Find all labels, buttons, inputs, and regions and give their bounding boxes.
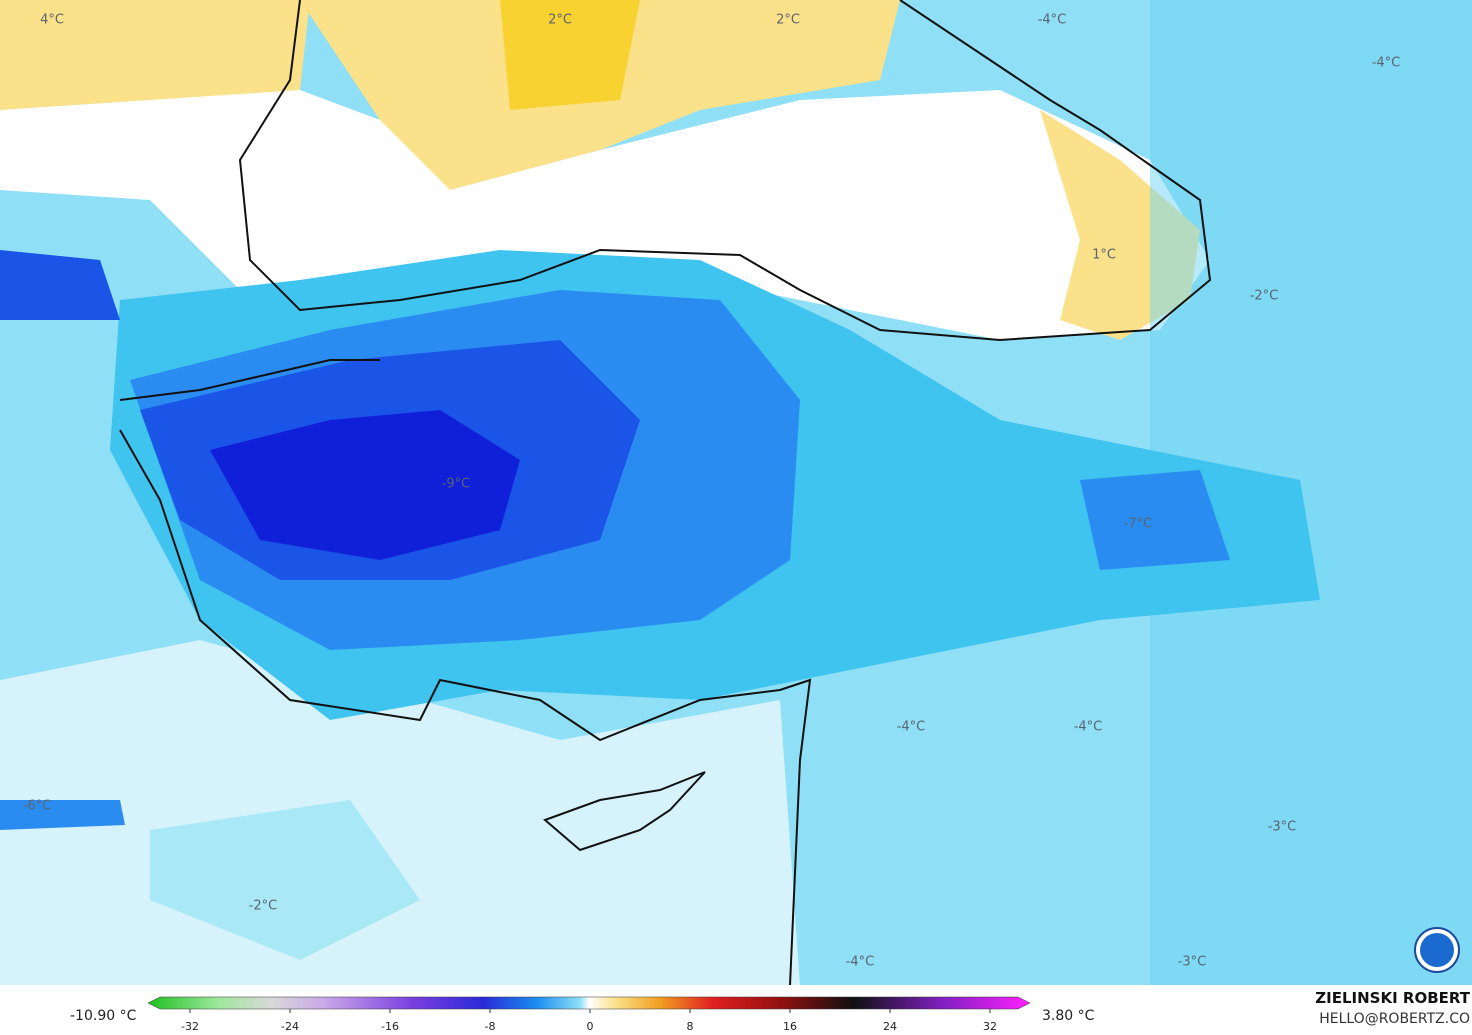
map-field [0, 0, 1472, 985]
footer [0, 985, 1472, 1035]
min-label: -10.90 °C [70, 1008, 137, 1024]
temp-label: -2°C [249, 899, 278, 914]
temp-label: 2°C [548, 13, 572, 28]
temp-label: -3°C [1178, 955, 1207, 970]
temp-label: -4°C [897, 720, 926, 735]
credit-name: ZIELINSKI ROBERT [1315, 989, 1470, 1007]
tick-label: -24 [281, 1020, 299, 1033]
temp-label: -9°C [442, 477, 471, 492]
temp-label: -2°C [1250, 289, 1279, 304]
noaa-logo [1414, 927, 1460, 973]
max-label: 3.80 °C [1042, 1008, 1095, 1024]
tick-label: 0 [587, 1020, 594, 1033]
tick-label: -16 [381, 1020, 399, 1033]
temp-label: -4°C [1038, 13, 1067, 28]
coastlines [119, 0, 1212, 986]
temp-label: -4°C [846, 955, 875, 970]
tick-label: 24 [883, 1020, 897, 1033]
temp-label: -7°C [1124, 517, 1153, 532]
temp-label: 1°C [1092, 248, 1116, 263]
tick-label: -8 [485, 1020, 496, 1033]
temp-label: -4°C [1074, 720, 1103, 735]
credit-site: HELLO@ROBERTZ.CO [1319, 1011, 1470, 1027]
temp-label: -4°C [1372, 56, 1401, 71]
tick-label: 16 [783, 1020, 797, 1033]
colorbar [147, 996, 1031, 1010]
colorbar-ticks: -32 -24 -16 -8 0 8 16 24 32 [181, 1009, 997, 1033]
tick-label: 32 [983, 1020, 997, 1033]
tick-label: -32 [181, 1020, 199, 1033]
temp-label: -6°C [23, 799, 52, 814]
temp-label: 4°C [40, 13, 64, 28]
tick-label: 8 [687, 1020, 694, 1033]
temp-label: -3°C [1268, 820, 1297, 835]
temp-label: 2°C [776, 13, 800, 28]
